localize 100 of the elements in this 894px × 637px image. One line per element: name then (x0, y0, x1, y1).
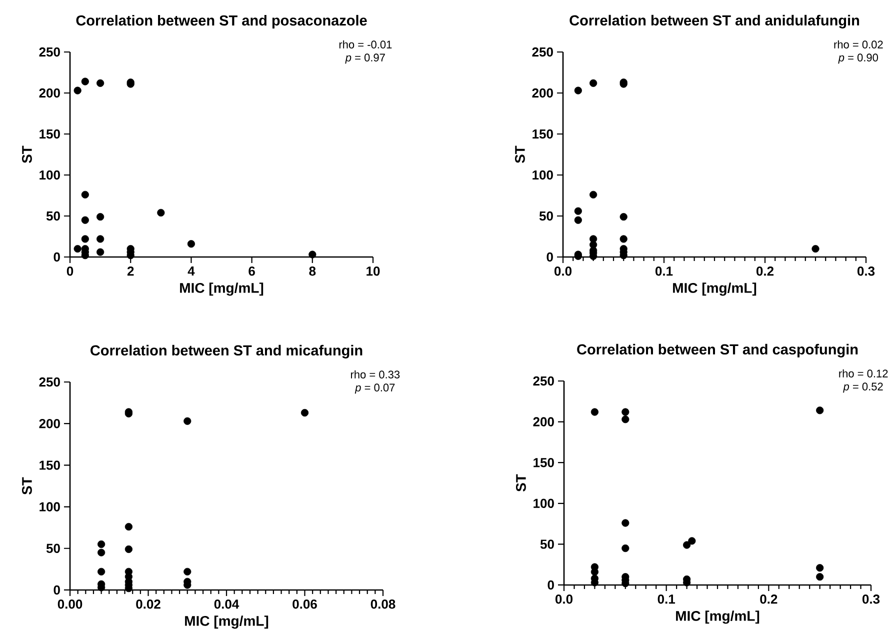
point (184, 568, 192, 576)
point (816, 564, 824, 572)
point (81, 78, 89, 86)
annotation: p = 0.97 (345, 54, 385, 64)
y-tick-label: 250 (39, 47, 60, 57)
y-tick-label: 50 (46, 211, 60, 221)
x-tick-label: 0.2 (760, 594, 778, 604)
y-tick-label: 200 (39, 418, 60, 428)
point (96, 235, 104, 243)
y-axis-title: ST (22, 146, 32, 164)
x-tick-label: 0.04 (214, 600, 240, 609)
point (300, 408, 309, 417)
y-tick-label: 0 (548, 580, 554, 590)
y-tick-label: 250 (533, 376, 554, 386)
point (622, 544, 630, 552)
y-tick-label: 250 (532, 47, 553, 57)
point (187, 240, 196, 248)
x-tick-label: 0.06 (292, 600, 317, 609)
y-tick-label: 150 (534, 458, 554, 468)
y-tick-label: 100 (40, 502, 60, 512)
point (574, 207, 582, 215)
x-axis-title: MIC [mg/mL] (185, 616, 268, 629)
x-tick-label: 0.3 (862, 594, 880, 604)
text: rho = 0.12 (839, 369, 888, 378)
chart-title: Correlation between ST and caspofungin (577, 344, 858, 358)
x-tick-label: 10 (366, 266, 380, 276)
x-tick-label: 2 (127, 266, 134, 276)
y-tick-label: 100 (40, 170, 60, 180)
point (74, 244, 82, 253)
y-tick-label: 50 (539, 211, 553, 221)
x-tick-label: 0.3 (857, 266, 875, 276)
x-tick-label: 0 (66, 266, 74, 276)
point (81, 235, 89, 243)
text: rho = 0.02 (834, 40, 883, 48)
x-tick-label: 6 (248, 266, 255, 276)
point (81, 190, 89, 198)
y-tick-label: 50 (46, 544, 60, 553)
x-tick-label: 0.2 (756, 266, 774, 276)
y-tick-label: 150 (40, 460, 60, 470)
point (98, 548, 106, 556)
y-tick-label: 100 (534, 498, 554, 508)
point (622, 416, 630, 424)
point (622, 519, 630, 527)
point (816, 573, 824, 581)
x-tick-label: 0.0 (555, 594, 573, 604)
y-tick-label: 250 (39, 377, 60, 387)
point (184, 417, 192, 425)
point (81, 216, 89, 224)
x-tick-label: 4 (188, 266, 195, 276)
point (688, 537, 696, 545)
x-tick-label: 0.02 (136, 600, 160, 609)
point (74, 86, 82, 94)
point (622, 408, 630, 416)
y-tick-label: 150 (532, 129, 553, 139)
point (590, 568, 598, 576)
point (590, 190, 598, 198)
point (620, 213, 628, 221)
y-tick-label: 200 (39, 88, 60, 98)
point (812, 244, 820, 253)
annotation: p = 0.07 (354, 384, 395, 394)
x-tick-label: 0.1 (658, 594, 676, 604)
point (816, 406, 824, 414)
point (98, 568, 106, 576)
annotation: p = 0.52 (843, 382, 883, 393)
point (157, 208, 165, 217)
point (590, 408, 598, 416)
x-tick-label: 0.00 (58, 600, 82, 609)
x-tick-label: 8 (309, 266, 316, 276)
point (620, 235, 628, 243)
y-tick-label: 150 (40, 129, 60, 139)
point (96, 248, 104, 256)
point (124, 545, 132, 554)
point (590, 79, 598, 87)
x-tick-label: 0.08 (370, 600, 396, 609)
text: rho = 0.33 (350, 370, 400, 378)
y-tick-label: 200 (532, 88, 553, 98)
y-axis-title: ST (514, 146, 525, 164)
chart-title: Correlation between ST and posaconazole (76, 14, 367, 28)
x-tick-label: 0.0 (554, 266, 572, 276)
x-axis-title: MIC [mg/mL] (676, 610, 760, 624)
y-tick-label: 200 (533, 417, 554, 426)
y-axis-title: ST (516, 474, 526, 492)
chart-title: Correlation between ST and anidulafungin (570, 14, 860, 28)
point (683, 541, 691, 549)
x-axis-title: MIC [mg/mL] (180, 282, 264, 296)
y-tick-label: 100 (532, 170, 553, 180)
point (574, 86, 582, 94)
point (124, 522, 132, 531)
annotation: p = 0.90 (838, 54, 878, 64)
x-tick-label: 0.1 (655, 266, 673, 276)
y-tick-label: 50 (540, 540, 554, 549)
point (308, 250, 316, 258)
y-tick-label: 0 (54, 252, 60, 262)
y-axis-title: ST (22, 477, 32, 495)
point (96, 79, 104, 87)
point (574, 216, 582, 224)
text: rho = -0.01 (339, 40, 392, 48)
chart-title: Correlation between ST and micafungin (90, 344, 362, 358)
point (96, 213, 104, 221)
point (98, 540, 106, 548)
